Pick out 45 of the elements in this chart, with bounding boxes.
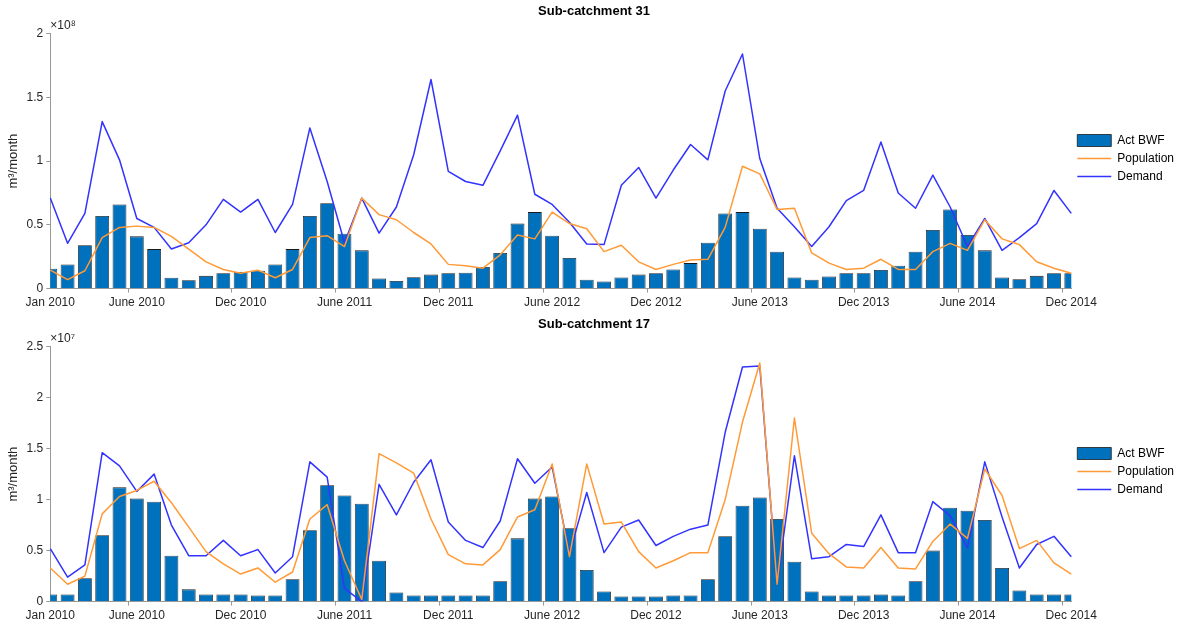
x-tick-label: Dec 2011 xyxy=(423,295,474,310)
y-tick-label: 0 xyxy=(36,593,44,608)
y-tick-label: 1 xyxy=(36,153,44,168)
x-tick-label: June 2011 xyxy=(316,295,373,310)
y-axis-title: m³/month xyxy=(5,446,21,502)
x-tick-label: June 2011 xyxy=(316,608,373,623)
chart-title: Sub-catchment 17 xyxy=(538,316,650,332)
x-tick-label: Dec 2012 xyxy=(630,608,682,623)
x-tick-label: Jan 2010 xyxy=(25,608,76,623)
x-tick-label: June 2012 xyxy=(524,295,581,310)
x-tick-label: Dec 2014 xyxy=(1045,608,1098,623)
x-tick-label: Dec 2011 xyxy=(423,608,474,623)
y-tick-label: 2.5 xyxy=(26,338,44,353)
legend-label: Population xyxy=(1117,463,1175,478)
y-tick-label: 2 xyxy=(36,389,44,404)
legend-label: Act BWF xyxy=(1117,132,1165,147)
y-axis-title: m³/month xyxy=(5,133,21,189)
y-tick-label: 1.5 xyxy=(26,89,44,104)
y-tick-label: 1.5 xyxy=(26,440,44,455)
x-tick-label: June 2013 xyxy=(731,295,789,310)
legend-label: Population xyxy=(1117,150,1175,165)
x-tick-label: June 2013 xyxy=(731,608,789,623)
y-tick-label: 0 xyxy=(36,280,44,295)
chart-title: Sub-catchment 31 xyxy=(538,3,650,19)
x-tick-label: Dec 2010 xyxy=(214,608,267,623)
x-tick-label: June 2010 xyxy=(108,295,166,310)
x-tick-label: Dec 2012 xyxy=(630,295,682,310)
x-tick-label: June 2014 xyxy=(939,608,996,623)
legend-label: Demand xyxy=(1117,168,1163,183)
x-tick-label: June 2014 xyxy=(939,295,996,310)
legend-label: Demand xyxy=(1117,481,1163,496)
text: ×10⁷ xyxy=(50,330,75,345)
x-tick-label: June 2012 xyxy=(524,608,581,623)
legend-label: Act BWF xyxy=(1117,445,1165,460)
y-tick-label: 2 xyxy=(36,25,44,40)
x-tick-label: June 2010 xyxy=(108,608,166,623)
x-tick-label: Dec 2013 xyxy=(837,608,890,623)
text: ×10⁸ xyxy=(50,17,76,32)
x-tick-label: Dec 2014 xyxy=(1045,295,1098,310)
x-tick-label: Dec 2013 xyxy=(837,295,890,310)
y-tick-label: 1 xyxy=(36,491,44,506)
y-tick-label: 0.5 xyxy=(26,542,44,557)
y-tick-label: 0.5 xyxy=(26,217,44,232)
x-tick-label: Dec 2010 xyxy=(214,295,267,310)
x-tick-label: Jan 2010 xyxy=(25,295,76,310)
